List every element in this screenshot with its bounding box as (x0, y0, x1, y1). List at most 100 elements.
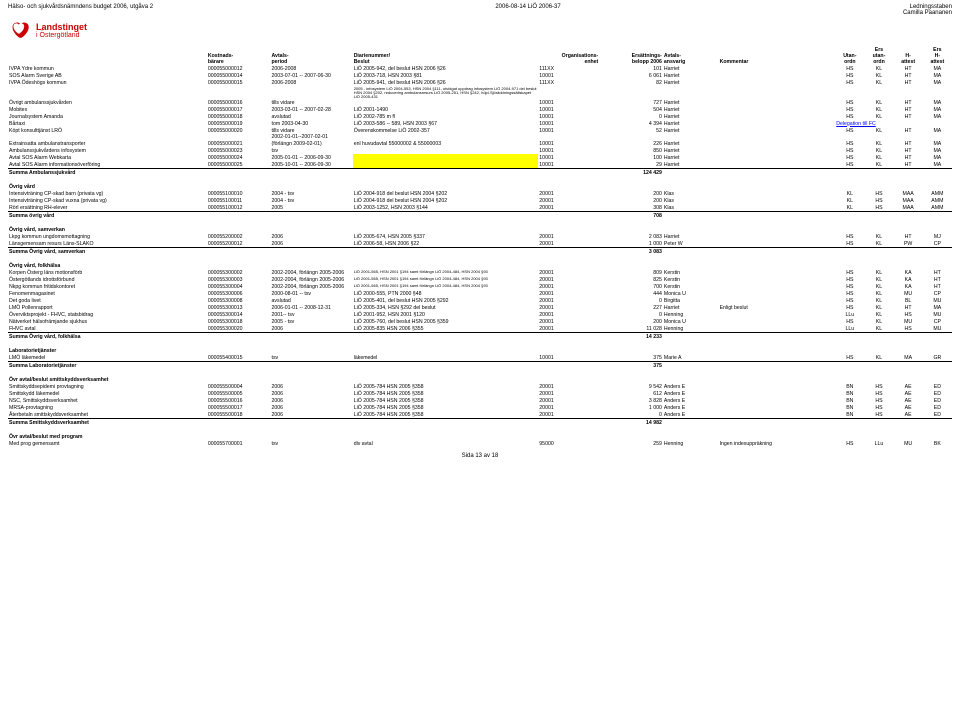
cell: 20001 (538, 411, 599, 419)
cell: 10001 (538, 161, 599, 169)
cell (719, 318, 836, 325)
cell: avslutad (271, 297, 353, 304)
cell: 111XX (538, 65, 599, 72)
section-title: Laboratorietjänster (8, 347, 952, 354)
col-header: Avtals- period (271, 46, 353, 65)
cell: 2005-10-01 -- 2006-09-30 (271, 161, 353, 169)
cell: 2006 (271, 383, 353, 390)
cell: HS (835, 65, 864, 72)
cell: Monica U (663, 290, 719, 297)
cell: tsv (271, 354, 353, 362)
cell: 000055000023 (207, 147, 271, 154)
cell: HS (835, 440, 864, 447)
cell: Harriet (663, 140, 719, 147)
section-title: Övrig vård, folkhälsa (8, 262, 952, 269)
cell (719, 390, 836, 397)
table-row: NSC, Smittskyddsverksamhet00005550001620… (8, 397, 952, 404)
cell: MU (894, 440, 923, 447)
cell: HS (835, 127, 864, 140)
cell: AE (894, 383, 923, 390)
section-title: Övr avtal/beslut med program (8, 433, 952, 440)
cell: KL (864, 140, 893, 147)
cell: LiÖ 2004-918 del beslut HSN 2004 §202 (353, 197, 539, 204)
cell: BN (835, 390, 864, 397)
table-header-row: Kostnads- bärareAvtals- periodDiarienumm… (8, 46, 952, 65)
cell: 259 (599, 440, 663, 447)
cell: tsv (271, 440, 353, 447)
cell: KL (864, 65, 893, 72)
cell: KL (864, 72, 893, 79)
cell: 000055100010 (207, 190, 271, 197)
cell: 825 (599, 276, 663, 283)
cell: tills vidare 2002-01-01--2007-02-01 (271, 127, 353, 140)
cell: 4 394 (599, 120, 663, 127)
cell (353, 147, 539, 154)
col-header: Organisations- enhet (538, 46, 599, 65)
cell: HT (894, 154, 923, 161)
heart-icon (8, 18, 32, 42)
cell: MA (923, 99, 952, 106)
cell: 20001 (538, 283, 599, 290)
table-row: Smittskydd läkemedel0000555000052006LiÖ … (8, 390, 952, 397)
cell: Bårtaxi (8, 120, 207, 127)
cell: MAA (894, 204, 923, 212)
cell: HS (835, 354, 864, 362)
cell: HS (864, 204, 893, 212)
table-row: SOS Alarm Sverige AB0000550000142003-07-… (8, 72, 952, 79)
cell: 000055000024 (207, 154, 271, 161)
table-row: Intensivträning CP-skad barn (privata vg… (8, 190, 952, 197)
cell: Smittskyddsepidemi provtagning (8, 383, 207, 390)
cell (719, 297, 836, 304)
cell: HT (894, 304, 923, 311)
cell: 20001 (538, 290, 599, 297)
cell: 000055700001 (207, 440, 271, 447)
cell: Lkpg kommun ungdomsmottagning (8, 233, 207, 240)
cell: MA (894, 354, 923, 362)
cell: 20001 (538, 325, 599, 333)
cell: HS (835, 106, 864, 113)
cell: KL (864, 311, 893, 318)
cell: HS (835, 161, 864, 169)
cell (719, 240, 836, 248)
cell: NSC, Smittskyddsverksamhet (8, 397, 207, 404)
cell: 20001 (538, 204, 599, 212)
cell: Nätverket hälsofrämjande sjukhus (8, 318, 207, 325)
cell: 200 (599, 197, 663, 204)
col-header: Kommentar (719, 46, 836, 65)
table-row: MRSA-provtagning0000555000172006LiÖ 2005… (8, 404, 952, 411)
cell: 0 (599, 113, 663, 120)
cell: 000055500017 (207, 404, 271, 411)
cell (719, 325, 836, 333)
cell (719, 127, 836, 140)
cell: 000055200012 (207, 240, 271, 248)
cell: tom 2003-04-30 (271, 120, 353, 127)
cell: HS (864, 190, 893, 197)
cell: Anders E (663, 404, 719, 411)
cell: 9 542 (599, 383, 663, 390)
page-topbar: Hälso- och sjukvårdsnämndens budget 2006… (8, 4, 952, 16)
cell: Ambulanssjukvårdens infosystem (8, 147, 207, 154)
cell: HS (864, 404, 893, 411)
table-row: Avtal SOS Alarm Webkarta0000550000242005… (8, 154, 952, 161)
cell (719, 411, 836, 419)
cell: 000055000014 (207, 72, 271, 79)
cell: Kerstin (663, 276, 719, 283)
cell (719, 283, 836, 290)
cell: HT (894, 113, 923, 120)
table-row: Nätverket hälsofrämjande sjukhus00005530… (8, 318, 952, 325)
cell: 000055000021 (207, 140, 271, 147)
cell: Anders E (663, 397, 719, 404)
cell: KL (864, 325, 893, 333)
cell: HS (835, 140, 864, 147)
cell: HS (835, 79, 864, 86)
col-header: H- attest (894, 46, 923, 65)
cell: 20001 (538, 197, 599, 204)
table-row: Extrainsatta ambulanstransporter00005500… (8, 140, 952, 147)
cell: LiÖ 2003-1252, HSN 2003 §144 (353, 204, 539, 212)
cell: KL (864, 161, 893, 169)
cell: LiÖ 2002-785 m fl (353, 113, 539, 120)
cell: Återbetaln smittskyddsverksamhet (8, 411, 207, 419)
cell: 000055100012 (207, 204, 271, 212)
cell: läkemedel (353, 354, 539, 362)
cell (719, 383, 836, 390)
